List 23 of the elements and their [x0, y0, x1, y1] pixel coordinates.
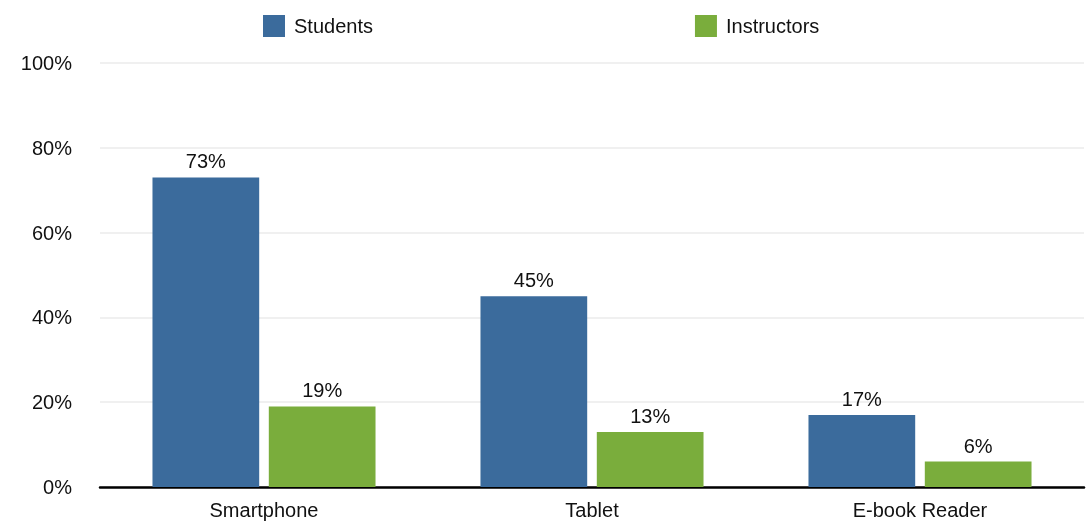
y-tick-label: 40% — [31, 306, 73, 329]
data-label: 45% — [513, 269, 555, 292]
data-label: 6% — [963, 434, 993, 457]
x-tick-label: Tablet — [565, 499, 620, 521]
data-label: 73% — [185, 150, 227, 173]
bar — [924, 461, 1032, 487]
x-tick-label: Smartphone — [209, 499, 319, 521]
legend-label: Students — [294, 15, 373, 37]
bar — [596, 431, 704, 487]
x-tick-label: E-book Reader — [852, 499, 988, 521]
y-tick-label: 20% — [31, 391, 73, 414]
data-label: 13% — [630, 404, 671, 427]
data-label: 17% — [841, 387, 883, 410]
bar — [808, 414, 916, 487]
data-label: 19% — [302, 379, 343, 402]
bar — [268, 406, 376, 487]
bar — [480, 296, 588, 487]
y-tick-label: 100% — [20, 52, 73, 74]
legend-label: Instructors — [725, 15, 820, 37]
y-tick-label: 60% — [31, 221, 73, 244]
y-tick-label: 80% — [31, 136, 73, 159]
bar — [152, 177, 260, 487]
y-tick-label: 0% — [43, 476, 73, 498]
